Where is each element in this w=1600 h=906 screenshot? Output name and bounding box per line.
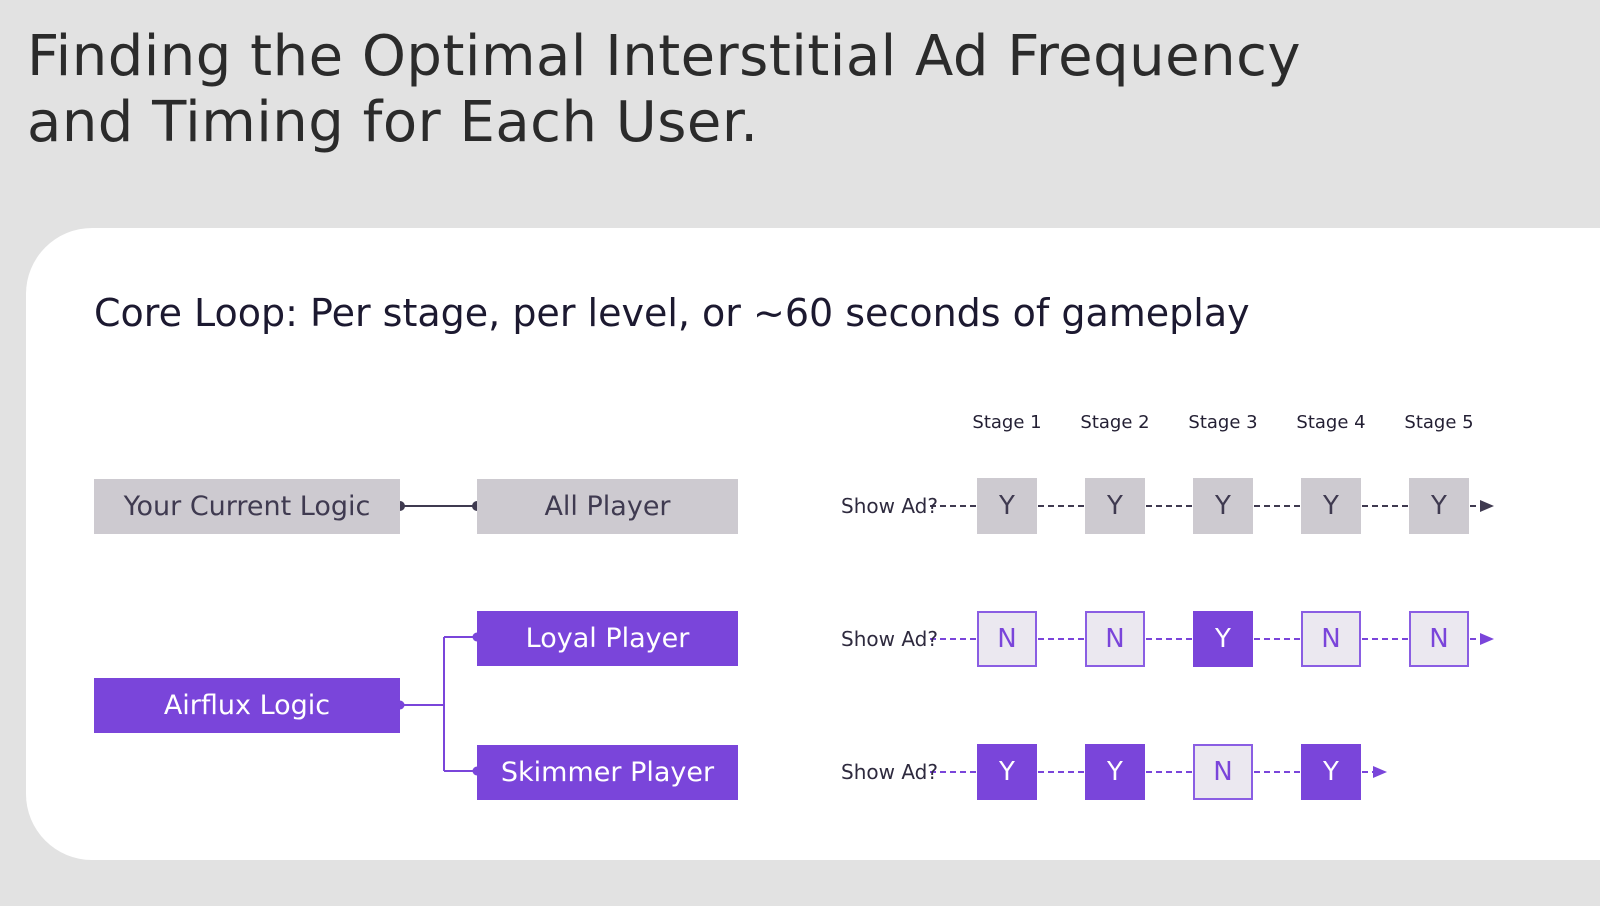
skimmer-stage-3-cell: N [1193, 744, 1253, 800]
page-title-line-2: and Timing for Each User. [27, 90, 759, 155]
show-ad-label-loyal: Show Ad? [841, 627, 938, 651]
core-loop-heading: Core Loop: Per stage, per level, or ~60 … [94, 291, 1250, 335]
loyal-player-timeline [930, 633, 1494, 645]
all-timeline-arrow [1480, 500, 1494, 512]
all-stage-1-cell: Y [977, 478, 1037, 534]
skimmer-stage-1-cell: Y [977, 744, 1037, 800]
skimmer-stage-4-cell: Y [1301, 744, 1361, 800]
all-player-box: All Player [477, 479, 738, 534]
loyal-player-box: Loyal Player [477, 611, 738, 666]
page-title: Finding the Optimal Interstitial Ad Freq… [27, 24, 1427, 156]
stage-label-2: Stage 2 [1080, 412, 1150, 433]
loyal-stage-5-cell: N [1409, 611, 1469, 667]
show-ad-label-skimmer: Show Ad? [841, 760, 938, 784]
loyal-stage-2-cell: N [1085, 611, 1145, 667]
page-title-line-1: Finding the Optimal Interstitial Ad Freq… [27, 24, 1301, 89]
all-stage-4-cell: Y [1301, 478, 1361, 534]
core-loop-card: Core Loop: Per stage, per level, or ~60 … [26, 228, 1600, 860]
stage-label-4: Stage 4 [1296, 412, 1366, 433]
current-logic-box: Your Current Logic [94, 479, 400, 534]
show-ad-label-all: Show Ad? [841, 494, 938, 518]
loyal-stage-1-cell: N [977, 611, 1037, 667]
loyal-timeline-arrow [1480, 633, 1494, 645]
skimmer-timeline-arrow [1373, 766, 1387, 778]
stage-label-1: Stage 1 [972, 412, 1042, 433]
loyal-stage-3-cell: Y [1193, 611, 1253, 667]
skimmer-stage-2-cell: Y [1085, 744, 1145, 800]
loyal-stage-4-cell: N [1301, 611, 1361, 667]
airflux-logic-box: Airflux Logic [94, 678, 400, 733]
stage-label-5: Stage 5 [1404, 412, 1474, 433]
all-stage-2-cell: Y [1085, 478, 1145, 534]
all-stage-5-cell: Y [1409, 478, 1469, 534]
all-stage-3-cell: Y [1193, 478, 1253, 534]
skimmer-player-timeline [930, 766, 1387, 778]
stage-label-3: Stage 3 [1188, 412, 1258, 433]
all-player-timeline [930, 500, 1494, 512]
skimmer-player-box: Skimmer Player [477, 745, 738, 800]
